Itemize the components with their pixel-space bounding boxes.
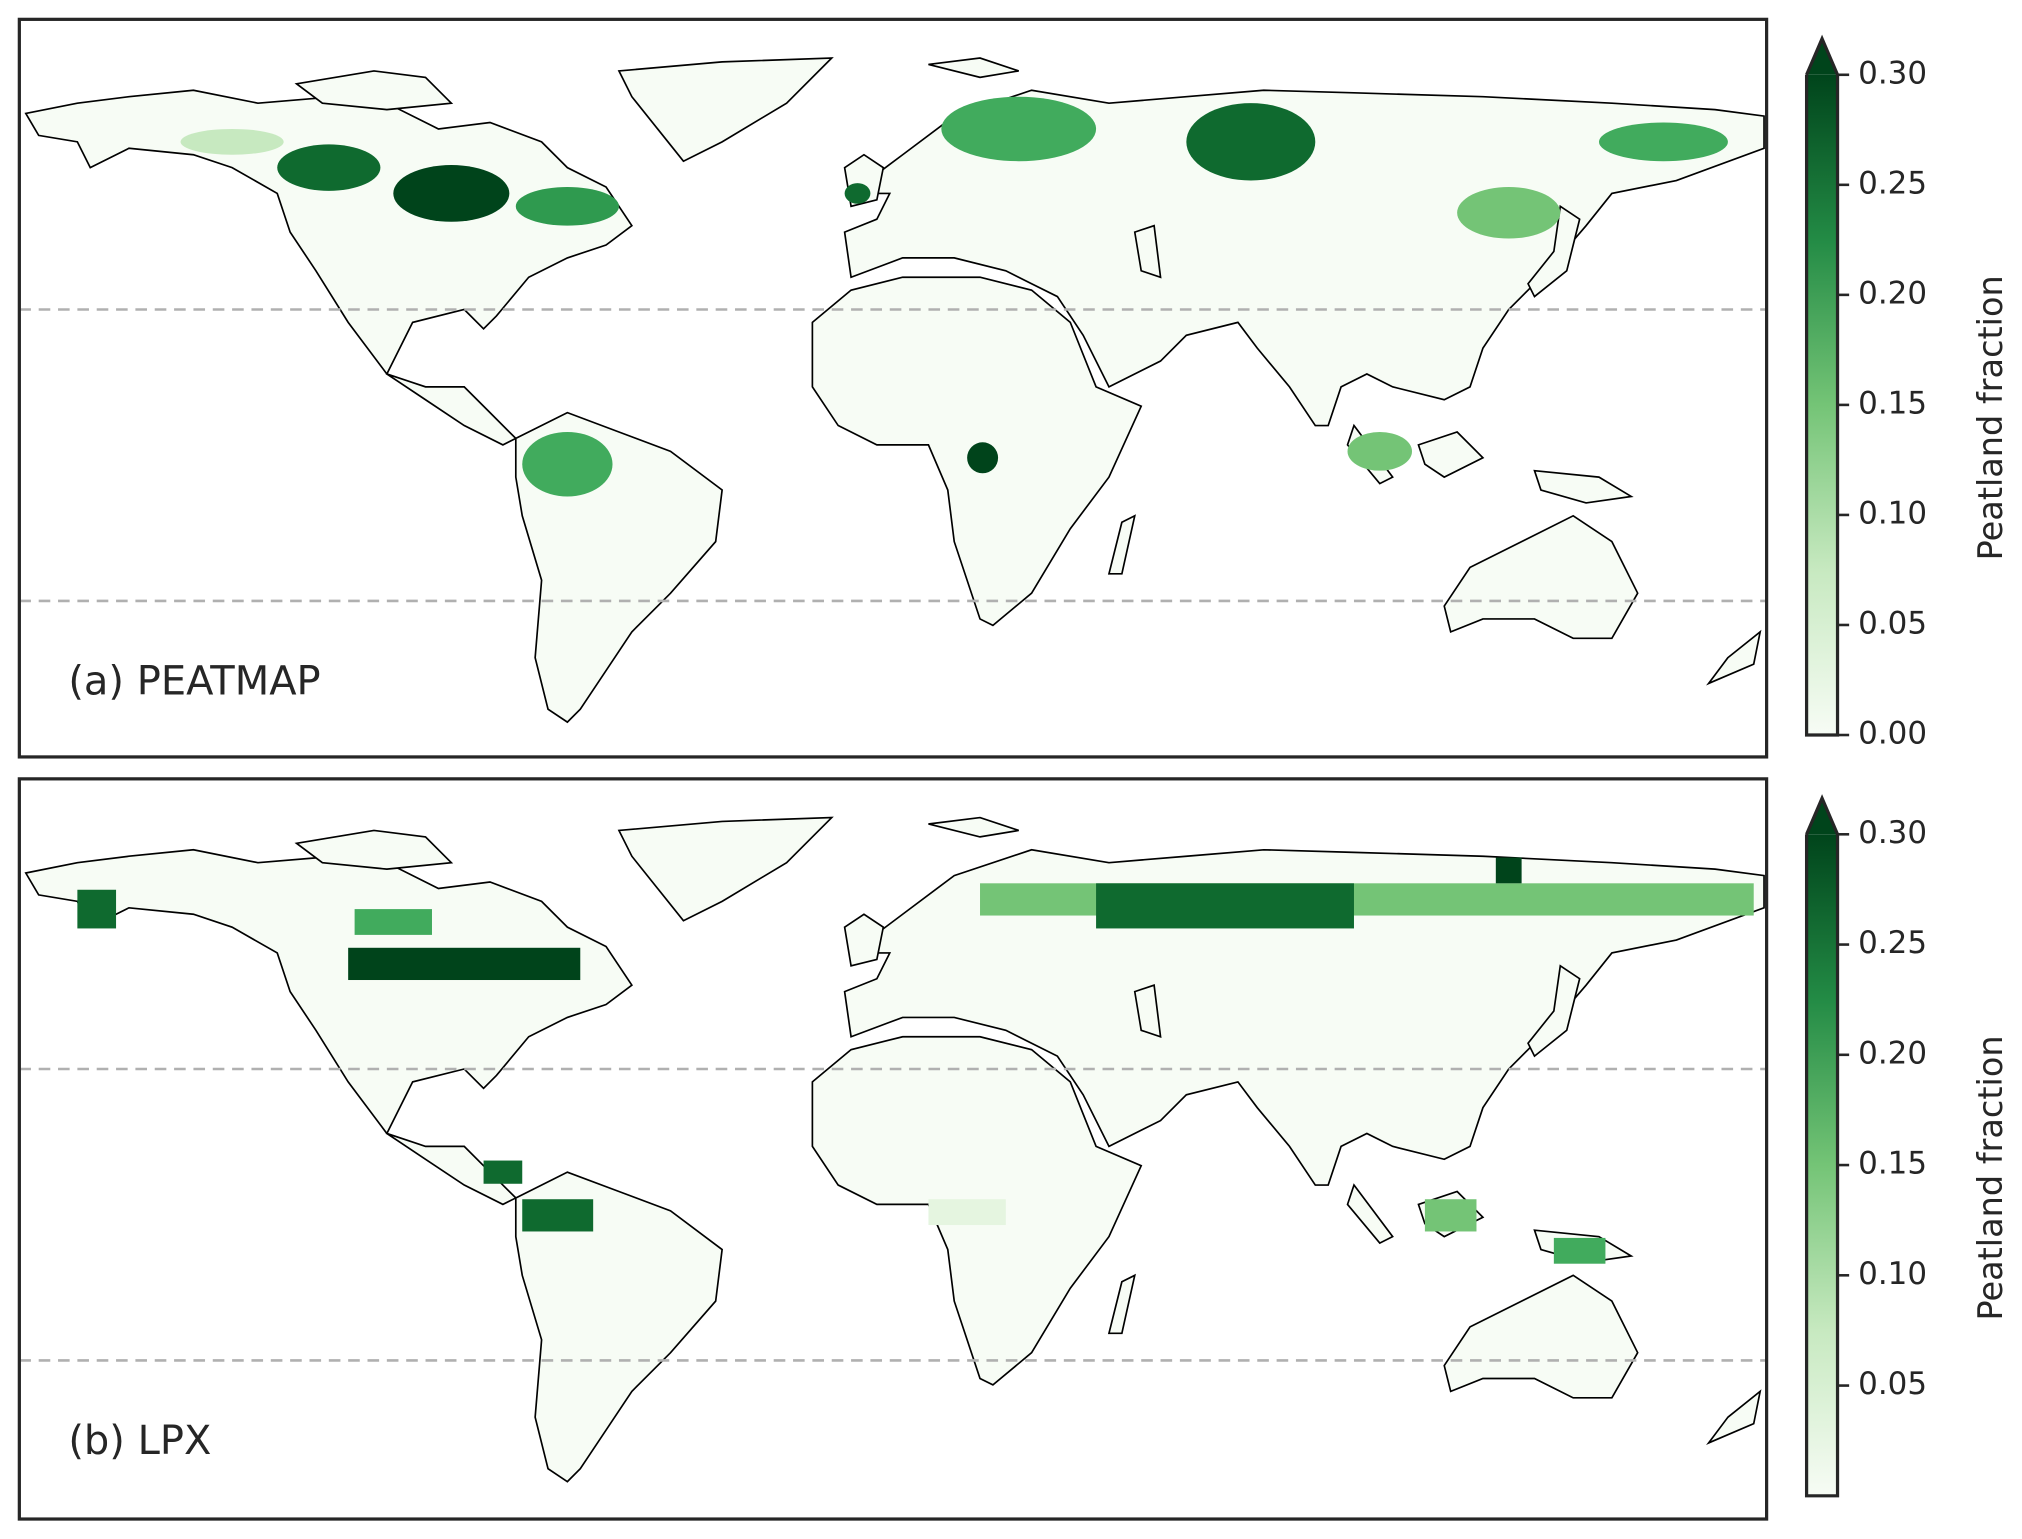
colorbar-extend — [1806, 798, 1838, 835]
colorbar-tick-label: 0.15 — [1858, 385, 1927, 421]
colorbar-tick-label: 0.20 — [1858, 1035, 1927, 1071]
colorbar-label: Peatland fraction — [1971, 275, 2010, 560]
map-frame — [17, 777, 1769, 1521]
map-frame — [17, 17, 1769, 759]
colorbar-tick-label: 0.05 — [1858, 1366, 1927, 1402]
colorbar-tick-label: 0.00 — [1858, 716, 1927, 752]
colorbar-tick-label: 0.15 — [1858, 1146, 1927, 1182]
colorbar — [1806, 834, 1838, 1496]
panel-label: (a) PEATMAP — [68, 658, 320, 704]
map-land — [24, 816, 1765, 1483]
colorbar-tick-label: 0.05 — [1858, 605, 1927, 641]
colorbar-tick-label: 0.30 — [1858, 55, 1927, 91]
colorbar-tick-label: 0.20 — [1858, 275, 1927, 311]
colorbar-label: Peatland fraction — [1971, 1035, 2010, 1320]
colorbar — [1806, 74, 1838, 736]
colorbar-tick-label: 0.25 — [1858, 165, 1927, 201]
colorbar-tick-label: 0.25 — [1858, 925, 1927, 961]
colorbar-tick-label: 0.10 — [1858, 495, 1927, 531]
panel-label: (b) LPX — [68, 1418, 211, 1464]
colorbar-tick-label: 0.30 — [1858, 815, 1927, 851]
colorbar-tick-label: 0.10 — [1858, 1256, 1927, 1292]
colorbar-extend — [1806, 38, 1838, 75]
